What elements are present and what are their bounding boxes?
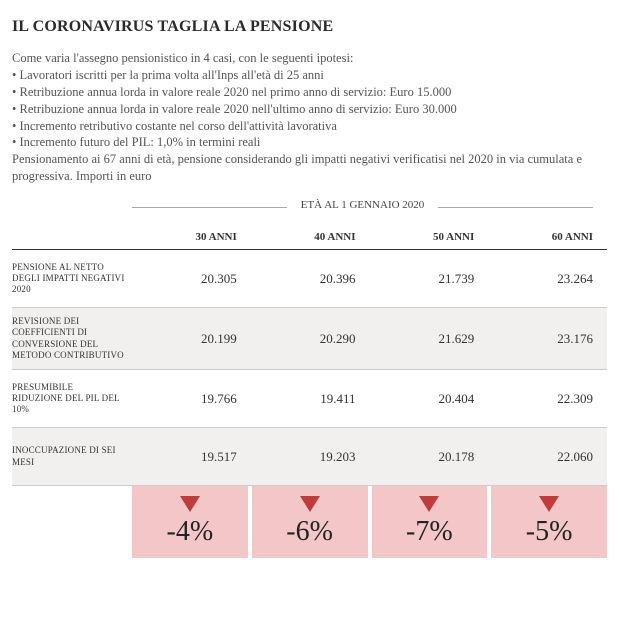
cell-value: 19.203 xyxy=(251,449,370,465)
impact-cell: -5% xyxy=(491,486,607,558)
table-super-header: ETÀ AL 1 GENNAIO 2020 xyxy=(12,207,607,221)
cell-value: 20.404 xyxy=(370,391,489,407)
cell-value: 20.290 xyxy=(251,331,370,347)
cell-value: 20.305 xyxy=(132,271,251,287)
cell-value: 21.629 xyxy=(370,331,489,347)
down-arrow-icon xyxy=(417,494,441,514)
cell-value: 19.411 xyxy=(251,391,370,407)
impact-value: -6% xyxy=(252,516,368,548)
cell-value: 19.766 xyxy=(132,391,251,407)
impact-value: -7% xyxy=(372,516,488,548)
table-row: PRESUMIBILE RIDUZIONE DEL PIL DEL 10%19.… xyxy=(12,370,607,428)
intro-line: Pensionamento ai 67 anni di età, pension… xyxy=(12,151,607,185)
cell-value: 21.739 xyxy=(370,271,489,287)
table-row: REVISIONE DEI COEFFICIENTI DI CONVERSION… xyxy=(12,308,607,370)
intro-line: • Retribuzione annua lorda in valore rea… xyxy=(12,101,607,118)
impact-value: -5% xyxy=(491,516,607,548)
cell-value: 20.178 xyxy=(370,449,489,465)
column-header: 60 ANNI xyxy=(488,231,607,243)
impact-cell: -6% xyxy=(252,486,368,558)
table-row: PENSIONE AL NETTO DEGLI IMPATTI NEGATIVI… xyxy=(12,250,607,308)
row-label: INOCCUPAZIONE DI SEI MESI xyxy=(12,437,132,476)
row-label: PRESUMIBILE RIDUZIONE DEL PIL DEL 10% xyxy=(12,374,132,424)
cell-value: 20.199 xyxy=(132,331,251,347)
cell-value: 23.264 xyxy=(488,271,607,287)
impact-value: -4% xyxy=(132,516,248,548)
table-column-headers: 30 ANNI40 ANNI50 ANNI60 ANNI xyxy=(12,221,607,250)
cell-value: 23.176 xyxy=(488,331,607,347)
intro-line: • Incremento futuro del PIL: 1,0% in ter… xyxy=(12,134,607,151)
impact-cell: -4% xyxy=(132,486,248,558)
intro-line: Come varia l'assegno pensionistico in 4 … xyxy=(12,50,607,67)
down-arrow-icon xyxy=(298,494,322,514)
intro-line: • Lavoratori iscritti per la prima volta… xyxy=(12,67,607,84)
row-label: REVISIONE DEI COEFFICIENTI DI CONVERSION… xyxy=(12,308,132,369)
cell-value: 22.309 xyxy=(488,391,607,407)
page-title: IL CORONAVIRUS TAGLIA LA PENSIONE xyxy=(12,18,607,36)
intro-line: • Incremento retributivo costante nel co… xyxy=(12,118,607,135)
impact-cell: -7% xyxy=(372,486,488,558)
column-header: 50 ANNI xyxy=(370,231,489,243)
intro-text: Come varia l'assegno pensionistico in 4 … xyxy=(12,50,607,185)
table-row: INOCCUPAZIONE DI SEI MESI19.51719.20320.… xyxy=(12,428,607,486)
impact-row: -4%-6%-7%-5% xyxy=(12,486,607,558)
cell-value: 19.517 xyxy=(132,449,251,465)
cell-value: 22.060 xyxy=(488,449,607,465)
column-header: 40 ANNI xyxy=(251,231,370,243)
intro-line: • Retribuzione annua lorda in valore rea… xyxy=(12,84,607,101)
cell-value: 20.396 xyxy=(251,271,370,287)
column-header: 30 ANNI xyxy=(132,231,251,243)
pension-table: ETÀ AL 1 GENNAIO 2020 30 ANNI40 ANNI50 A… xyxy=(12,207,607,558)
row-label: PENSIONE AL NETTO DEGLI IMPATTI NEGATIVI… xyxy=(12,254,132,304)
down-arrow-icon xyxy=(178,494,202,514)
super-header-label: ETÀ AL 1 GENNAIO 2020 xyxy=(287,199,439,211)
down-arrow-icon xyxy=(537,494,561,514)
